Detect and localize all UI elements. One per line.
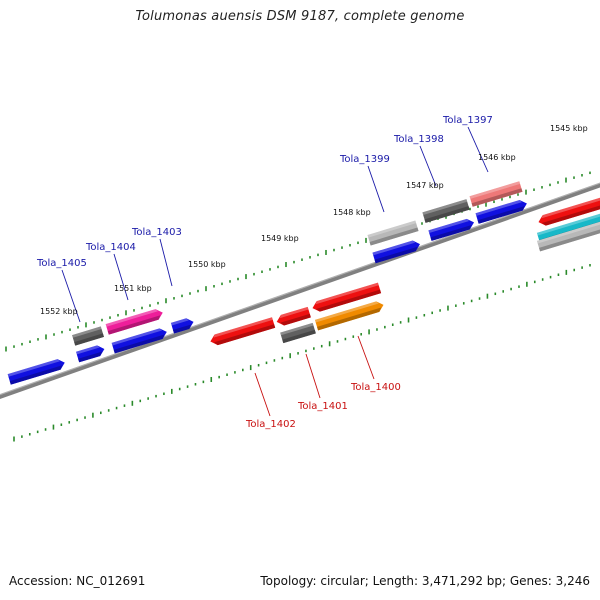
- leader-line: [467, 126, 489, 173]
- leader-line: [305, 353, 321, 399]
- map-title: Tolumonas auensis DSM 9187, complete gen…: [135, 9, 465, 24]
- gene-1398: [422, 199, 470, 223]
- outer-tick-row: [5, 171, 591, 352]
- gene-1399: [367, 220, 419, 246]
- gene-1400: [314, 301, 384, 331]
- accession-label: Accession: NC_012691: [9, 574, 146, 588]
- kbp-label: 1548 kbp: [333, 208, 371, 217]
- label-leader-lines: [61, 126, 489, 417]
- leader-line: [367, 165, 385, 213]
- gene-1404b: [76, 345, 105, 363]
- genome-backbone: [0, 182, 600, 399]
- kbp-label: 1546 kbp: [478, 153, 516, 162]
- kbp-label: 1545 kbp: [550, 124, 588, 133]
- gene-label-forward: Tola_1398: [393, 134, 444, 145]
- backbone-highlight: [0, 182, 600, 396]
- leader-line: [254, 372, 271, 417]
- gene-label-reverse: Tola_1401: [297, 401, 348, 412]
- gene-1398b: [428, 218, 475, 241]
- gene-1399b: [372, 240, 420, 264]
- kbp-label: 1552 kbp: [40, 307, 78, 316]
- gene-label-reverse: Tola_1402: [245, 419, 296, 430]
- topology-label: Topology: circular; Length: 3,471,292 bp…: [260, 574, 590, 588]
- kbp-label: 1551 kbp: [114, 284, 152, 293]
- gene-1404: [105, 309, 163, 335]
- gene-label-forward: Tola_1399: [339, 154, 390, 165]
- leader-line: [159, 238, 173, 287]
- gene-1394: [536, 221, 600, 252]
- gene-grey-1552: [72, 326, 104, 346]
- gene-grey-1401: [280, 322, 316, 344]
- kbp-label: 1547 kbp: [406, 181, 444, 190]
- gene-label-forward: Tola_1404: [85, 242, 136, 253]
- gene-label-forward: Tola_1405: [36, 258, 87, 269]
- gene-label-forward: Tola_1397: [442, 115, 493, 126]
- gene-1403b: [111, 328, 167, 354]
- leader-line: [113, 253, 129, 301]
- gene-1403: [170, 318, 194, 334]
- gene-1402: [210, 317, 276, 346]
- gene-label-reverse: Tola_1400: [350, 382, 401, 393]
- gene-label-forward: Tola_1403: [131, 227, 182, 238]
- leader-line: [61, 269, 81, 323]
- gene-1401b: [276, 306, 311, 326]
- gene-1405: [7, 359, 65, 385]
- kbp-label: 1550 kbp: [188, 260, 226, 269]
- leader-line: [419, 145, 437, 187]
- backbone-line: [0, 182, 600, 399]
- gene-1397: [469, 181, 523, 207]
- gene-1396: [538, 197, 600, 226]
- gene-features: [7, 181, 600, 385]
- gene-1400b: [312, 282, 382, 312]
- leader-line: [357, 335, 375, 380]
- inner-tick-row: [13, 263, 591, 442]
- kbp-labels: 1545 kbp 1546 kbp 1547 kbp 1548 kbp 1549 kbp…: [40, 124, 588, 316]
- kbp-label: 1549 kbp: [261, 234, 299, 243]
- gene-1397b: [475, 199, 527, 224]
